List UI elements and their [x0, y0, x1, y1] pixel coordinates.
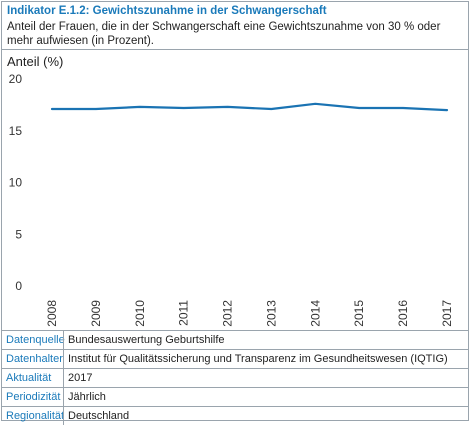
meta-divider: [63, 350, 64, 368]
meta-value: Jährlich: [68, 391, 106, 403]
data-point: [402, 107, 404, 109]
x-tick-label: 2012: [221, 300, 235, 327]
metadata-table: Datenquelle Bundesauswertung Geburtshilf…: [2, 330, 468, 425]
meta-row-source: Datenquelle Bundesauswertung Geburtshilf…: [2, 330, 468, 349]
x-tick-label: 2008: [45, 300, 59, 327]
series-layer: [50, 102, 449, 112]
y-tick-labels: 0 5 10 15 20: [9, 72, 23, 293]
meta-label: Periodizität: [6, 391, 61, 403]
meta-value: 2017: [68, 372, 93, 384]
x-tick-label: 2011: [177, 300, 191, 326]
x-tick-label: 2017: [440, 300, 454, 327]
meta-divider: [63, 407, 64, 425]
x-tick-label: 2014: [308, 300, 322, 327]
line-chart: Anteil (%) 0 5 10 15 20 2008 2009 2010 2011 2012…: [7, 54, 454, 327]
meta-row-regionality: Regionalität Deutschland: [2, 406, 468, 425]
data-point: [446, 109, 448, 111]
meta-label: Datenquelle: [6, 334, 65, 346]
meta-divider: [63, 369, 64, 387]
y-tick-label: 15: [9, 124, 23, 138]
y-axis-label: Anteil (%): [7, 54, 63, 69]
data-point: [182, 107, 185, 109]
y-tick-label: 5: [15, 227, 22, 241]
y-tick-label: 10: [9, 176, 23, 190]
series-line: [50, 102, 449, 112]
meta-value: Deutschland: [68, 410, 130, 422]
meta-row-periodicity: Periodizität Jährlich: [2, 387, 468, 406]
meta-divider: [63, 331, 64, 349]
meta-value: Bundesauswertung Geburtshilfe: [68, 334, 225, 346]
y-tick-label: 20: [9, 72, 23, 86]
meta-row-holder: Datenhalter Institut für Qualitätssicher…: [2, 349, 468, 368]
data-point: [270, 108, 273, 110]
meta-label: Regionalität: [6, 410, 65, 422]
indicator-subtitle: Anteil der Frauen, die in der Schwangers…: [7, 21, 441, 47]
meta-label: Datenhalter: [6, 353, 63, 365]
data-point: [314, 103, 317, 105]
meta-row-currency: Aktualität 2017: [2, 368, 468, 387]
meta-label: Aktualität: [6, 372, 52, 384]
x-tick-label: 2009: [89, 300, 103, 327]
meta-divider: [63, 388, 64, 406]
data-point: [51, 108, 53, 110]
y-tick-label: 0: [15, 279, 22, 293]
data-point: [138, 106, 141, 108]
x-tick-label: 2010: [133, 300, 147, 327]
x-tick-label: 2016: [396, 300, 410, 327]
x-tick-labels: 2008 2009 2010 2011 2012 2013 2014 2015 2016 2017: [45, 300, 454, 327]
data-point: [95, 108, 97, 110]
x-tick-label: 2013: [264, 300, 278, 327]
data-point: [226, 106, 229, 108]
data-point: [358, 107, 361, 109]
meta-value: Institut für Qualitätssicherung und Tran…: [68, 353, 448, 365]
indicator-title: Indikator E.1.2: Gewichtszunahme in der …: [7, 5, 327, 17]
indicator-header: Indikator E.1.2: Gewichtszunahme in der …: [2, 2, 468, 50]
x-tick-label: 2015: [352, 300, 366, 327]
